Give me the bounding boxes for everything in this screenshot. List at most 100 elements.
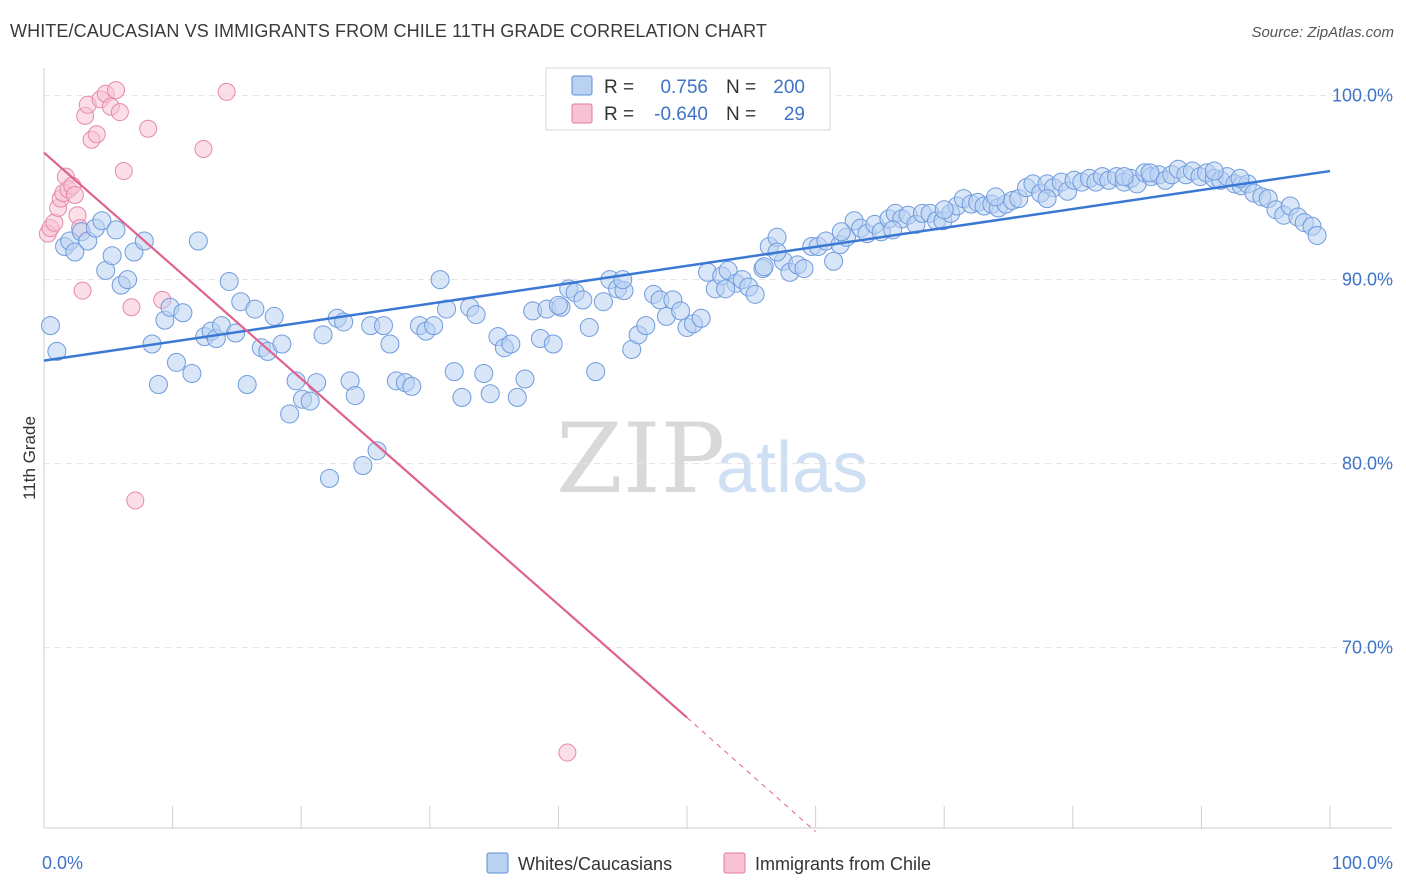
white-point — [182, 363, 202, 383]
white-point — [118, 270, 138, 290]
white-point — [934, 200, 954, 220]
white-point — [474, 363, 494, 383]
white-point — [745, 284, 765, 304]
legend-n-value-chile: 29 — [784, 104, 805, 125]
chile-point — [217, 82, 236, 101]
white-point — [280, 404, 300, 424]
white-point — [102, 246, 122, 266]
legend-r-value-white: 0.756 — [660, 77, 708, 98]
white-point — [515, 369, 535, 389]
white-point — [402, 376, 422, 396]
white-point — [716, 279, 736, 299]
white-point — [345, 386, 365, 406]
white-point — [1204, 161, 1224, 181]
white-point — [65, 242, 85, 262]
white-point — [319, 468, 339, 488]
chile-point — [65, 185, 84, 204]
chile-point — [45, 213, 64, 232]
y-tick-label: 100.0% — [1332, 86, 1393, 106]
chile-point — [107, 81, 126, 100]
bottom-legend: Whites/Caucasians Immigrants from Chile — [486, 852, 931, 874]
white-point — [831, 222, 851, 242]
white-point — [92, 211, 112, 231]
white-point — [307, 373, 327, 393]
white-point — [313, 325, 333, 345]
white-point — [188, 231, 208, 251]
tick-labels: 70.0% 80.0% 90.0% 100.0% 0.0% 100.0% — [42, 86, 1393, 873]
y-tick-label: 80.0% — [1342, 454, 1393, 474]
chile-point — [110, 103, 129, 122]
chile-point — [558, 743, 577, 762]
legend-swatch-chile — [571, 103, 593, 124]
y-tick-label: 70.0% — [1342, 638, 1393, 658]
white-point — [507, 387, 527, 407]
legend-n-value-white: 200 — [773, 77, 805, 98]
white-point — [671, 301, 691, 321]
series-white-points — [40, 159, 1327, 488]
white-point — [444, 362, 464, 382]
white-point — [548, 295, 568, 315]
source-label: Source: ZipAtlas.com — [1251, 24, 1394, 41]
white-point — [173, 303, 193, 323]
chile-point — [87, 125, 106, 144]
bottom-legend-swatch-chile — [723, 852, 746, 874]
white-point — [579, 317, 599, 337]
series-chile-points — [38, 81, 577, 762]
white-point — [1114, 167, 1134, 187]
white-point — [573, 290, 593, 310]
white-point — [636, 316, 656, 336]
bottom-legend-label-chile: Immigrants from Chile — [755, 854, 931, 874]
white-point — [543, 334, 563, 354]
white-point — [40, 316, 60, 336]
chile-point — [114, 162, 133, 181]
x-tick-label: 0.0% — [42, 853, 83, 873]
legend-r-label-white: R = — [604, 77, 634, 98]
white-point — [586, 362, 606, 382]
white-point — [986, 187, 1006, 207]
chile-point — [139, 119, 158, 138]
y-axis-label: 11th Grade — [20, 416, 39, 500]
white-point — [245, 299, 265, 319]
chile-point — [194, 139, 213, 158]
chile-point — [73, 281, 92, 300]
white-point — [754, 257, 774, 277]
chart-title: WHITE/CAUCASIAN VS IMMIGRANTS FROM CHILE… — [10, 21, 767, 41]
chile-point — [122, 298, 141, 317]
legend-box — [545, 67, 831, 131]
legend-n-label-chile: N = — [726, 104, 756, 125]
legend-n-label-white: N = — [726, 77, 756, 98]
white-point — [691, 308, 711, 328]
chile-point — [126, 491, 145, 510]
white-point — [593, 292, 613, 312]
white-point — [47, 341, 67, 361]
white-point — [219, 271, 239, 291]
white-point — [353, 455, 373, 475]
watermark-atlas: atlas — [716, 428, 868, 508]
chile-trend-extension — [686, 717, 816, 833]
legend-r-value-chile: -0.640 — [654, 104, 708, 125]
bottom-legend-swatch-white — [486, 852, 509, 874]
white-point — [367, 441, 387, 461]
white-trend-line — [43, 169, 1331, 362]
trend-lines — [43, 151, 1331, 833]
white-point — [106, 220, 126, 240]
y-tick-label: 90.0% — [1342, 270, 1393, 290]
legend-swatch-white — [571, 75, 593, 96]
white-point — [794, 259, 814, 279]
white-point — [300, 391, 320, 411]
bottom-legend-label-white: Whites/Caucasians — [518, 854, 672, 874]
white-point — [1140, 163, 1160, 183]
white-point — [424, 316, 444, 336]
white-point — [264, 306, 284, 326]
white-point — [480, 384, 500, 404]
white-point — [1037, 189, 1057, 209]
white-point — [430, 270, 450, 290]
watermark-zip: ZIP — [556, 403, 725, 515]
white-point — [272, 334, 292, 354]
white-point — [148, 375, 168, 395]
axes — [43, 68, 1392, 829]
white-point — [824, 251, 844, 271]
white-point — [452, 387, 472, 407]
legend: R = 0.756 N = 200 R = -0.640 N = 29 — [545, 67, 831, 131]
